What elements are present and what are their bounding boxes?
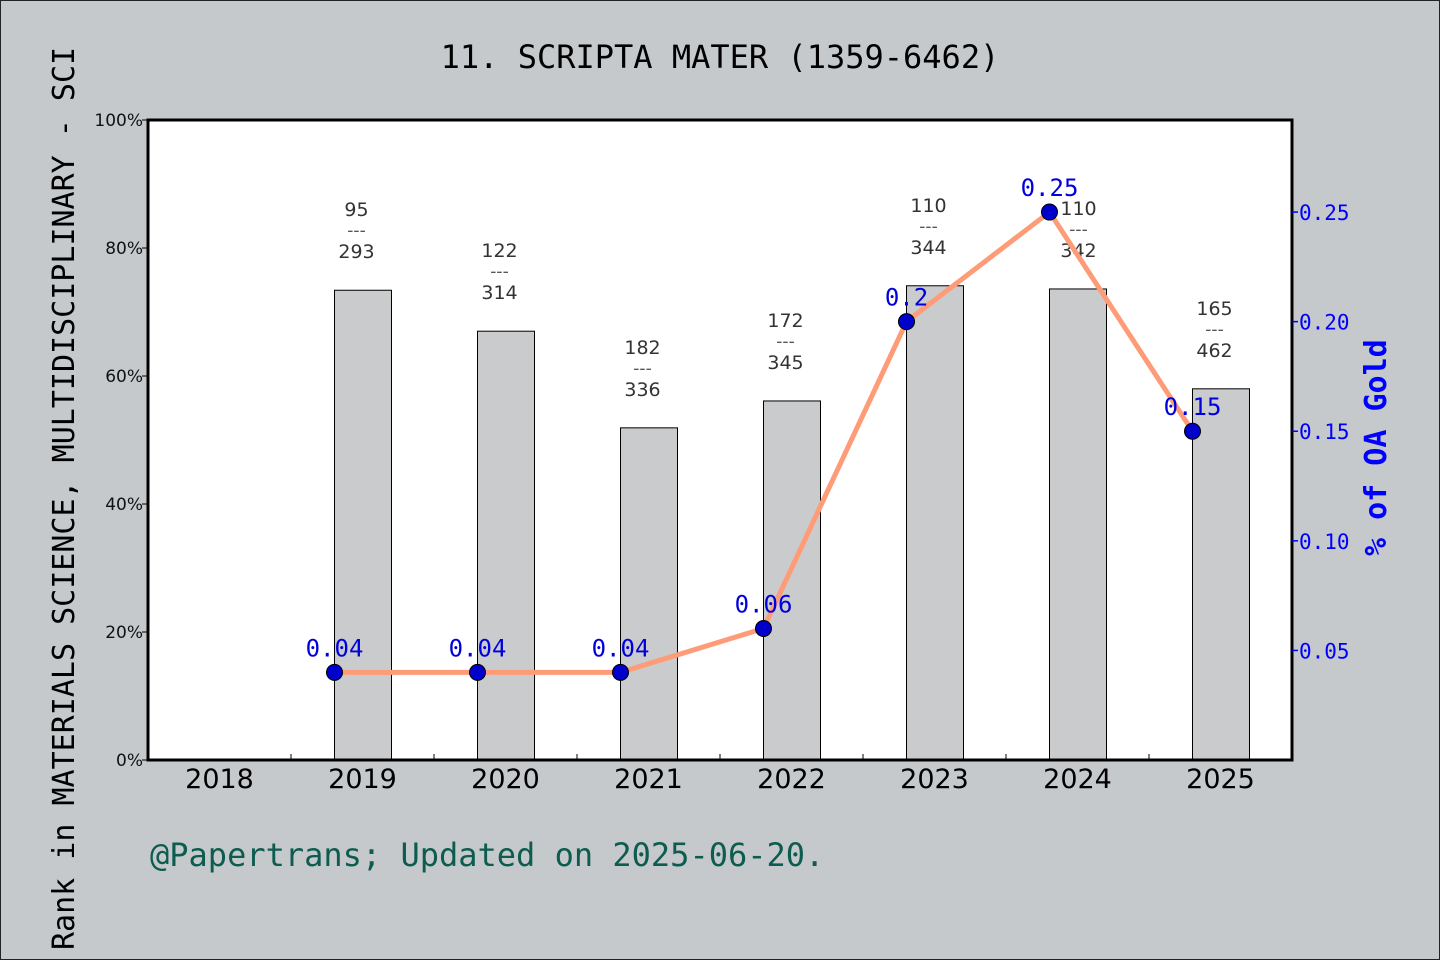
rank-label: 122: [481, 240, 517, 262]
rank-bar: [477, 330, 535, 761]
rank-label: 110: [1060, 198, 1096, 220]
axes: 0% 20% 40% 60% 80% 100% 0.05 0.10 0.15 0.20 0.25 20…: [94, 111, 1349, 795]
rank-separator: ---: [633, 359, 651, 379]
y-tick-label: 0%: [116, 751, 143, 771]
y2-tick-label: 0.15: [1299, 420, 1350, 444]
rank-separator: ---: [1069, 220, 1087, 240]
rank-label: 172: [767, 310, 803, 332]
y2-tick-label: 0.10: [1299, 530, 1350, 554]
rank-bar: [906, 285, 964, 761]
total-label: 314: [481, 282, 517, 304]
rank-bar: [334, 289, 392, 761]
oa-gold-point: [755, 619, 772, 637]
x-tick-label: 2020: [471, 764, 540, 795]
rank-separator: ---: [347, 221, 365, 241]
y-tick-label: 20%: [105, 623, 143, 643]
oa-gold-point: [898, 313, 915, 331]
oa-gold-label: 0.2: [885, 284, 928, 312]
rank-separator: ---: [1205, 320, 1223, 340]
oa-gold-point: [1041, 203, 1058, 221]
oa-gold-label: 0.04: [306, 634, 364, 662]
oa-gold-label: 0.25: [1021, 174, 1079, 202]
rank-label: 110: [910, 195, 946, 217]
rank-label: 182: [624, 337, 660, 359]
bar-series: 95---293 122---314182---336172---345110--…: [334, 195, 1250, 761]
x-tick-label: 2021: [614, 764, 683, 795]
oa-gold-point: [469, 663, 486, 681]
oa-gold-point: [612, 663, 629, 681]
total-label: 293: [338, 241, 374, 263]
x-tick-label: 2023: [900, 764, 969, 795]
total-label: 344: [910, 237, 946, 259]
y2-axis-label: % of OA Gold: [1359, 339, 1394, 556]
rank-separator: ---: [490, 262, 508, 282]
line-series: 0.04 0.04 0.04 0.06 0.2 0.25 0.15: [306, 174, 1222, 681]
y2-tick-label: 0.25: [1299, 201, 1350, 225]
y-axis-label: Rank in MATERIALS SCIENCE, MULTIDISCIPLI…: [47, 47, 82, 950]
rank-bar: [763, 400, 821, 761]
rank-separator: ---: [919, 217, 937, 237]
oa-gold-label: 0.04: [449, 634, 507, 662]
y-tick-label: 100%: [94, 111, 143, 131]
oa-gold-point: [326, 663, 343, 681]
total-label: 345: [767, 352, 803, 374]
total-label: 336: [624, 379, 660, 401]
rank-label: 95: [344, 199, 368, 221]
oa-gold-label: 0.04: [592, 634, 650, 662]
y2-tick-label: 0.05: [1299, 639, 1350, 663]
x-tick-label: 2024: [1043, 764, 1112, 795]
plot-area: [148, 120, 1292, 760]
footer-credit: @Papertrans; Updated on 2025-06-20.: [150, 836, 824, 874]
rank-bar: [620, 427, 678, 761]
x-tick-label: 2019: [328, 764, 397, 795]
oa-gold-label: 0.15: [1164, 393, 1222, 421]
y-tick-label: 80%: [105, 239, 143, 259]
oa-gold-label: 0.06: [735, 590, 793, 618]
x-tick-label: 2022: [757, 764, 826, 795]
y-tick-label: 40%: [105, 495, 143, 515]
chart-title: 11. SCRIPTA MATER (1359-6462): [441, 38, 1000, 76]
rank-label: 165: [1196, 298, 1232, 320]
rank-bar: [1049, 288, 1107, 761]
y2-tick-label: 0.20: [1299, 311, 1350, 335]
x-tick-label: 2025: [1186, 764, 1255, 795]
rank-bar: [1192, 388, 1250, 761]
total-label: 462: [1196, 340, 1232, 362]
oa-gold-point: [1184, 422, 1201, 440]
rank-separator: ---: [776, 332, 794, 352]
y-tick-label: 60%: [105, 367, 143, 387]
x-tick-label: 2018: [185, 764, 254, 795]
